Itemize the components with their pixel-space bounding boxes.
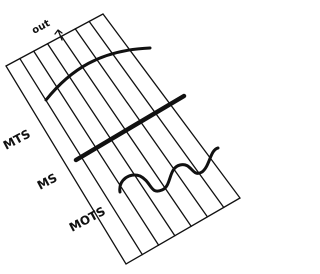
column-lines xyxy=(20,21,224,254)
ms-label: MS xyxy=(35,171,60,193)
mots-label: MOTS xyxy=(67,204,108,235)
diagram: out MTS MS MOTS xyxy=(0,0,248,274)
mts-label: MTS xyxy=(1,127,33,153)
out-label: out xyxy=(30,18,52,37)
mots-curve xyxy=(120,148,218,192)
